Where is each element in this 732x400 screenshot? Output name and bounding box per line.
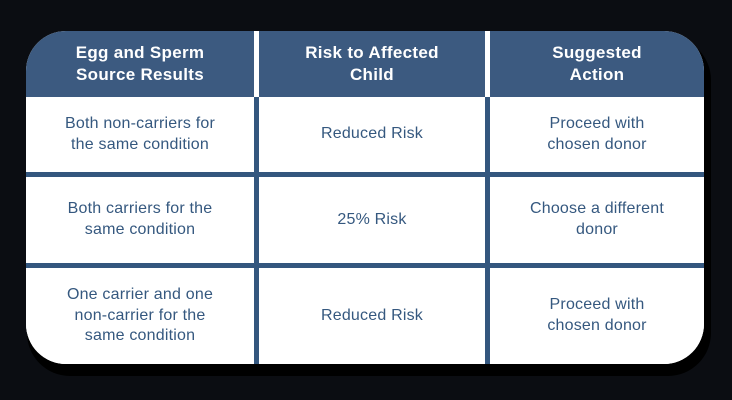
table-row-3-risk-cell: Reduced Risk xyxy=(259,268,490,364)
table-row-3-source-cell: One carrier and one non-carrier for the … xyxy=(26,268,259,364)
table-row-2-action-cell: Choose a different donor xyxy=(490,177,704,268)
donor-risk-table: Egg and Sperm Source Results Risk to Aff… xyxy=(26,31,704,364)
table-row-1-source-cell: Both non-carriers for the same condition xyxy=(26,97,259,177)
table-row-1-risk-cell: Reduced Risk xyxy=(259,97,490,177)
header-cell-egg-sperm-source-results: Egg and Sperm Source Results xyxy=(26,31,259,97)
table-row-3-action-cell: Proceed with chosen donor xyxy=(490,268,704,364)
header-cell-suggested-action: Suggested Action xyxy=(490,31,704,97)
table-row-2-source-cell: Both carriers for the same condition xyxy=(26,177,259,268)
header-cell-risk-to-affected-child: Risk to Affected Child xyxy=(259,31,490,97)
table-row-2-risk-cell: 25% Risk xyxy=(259,177,490,268)
table-row-1-action-cell: Proceed with chosen donor xyxy=(490,97,704,177)
